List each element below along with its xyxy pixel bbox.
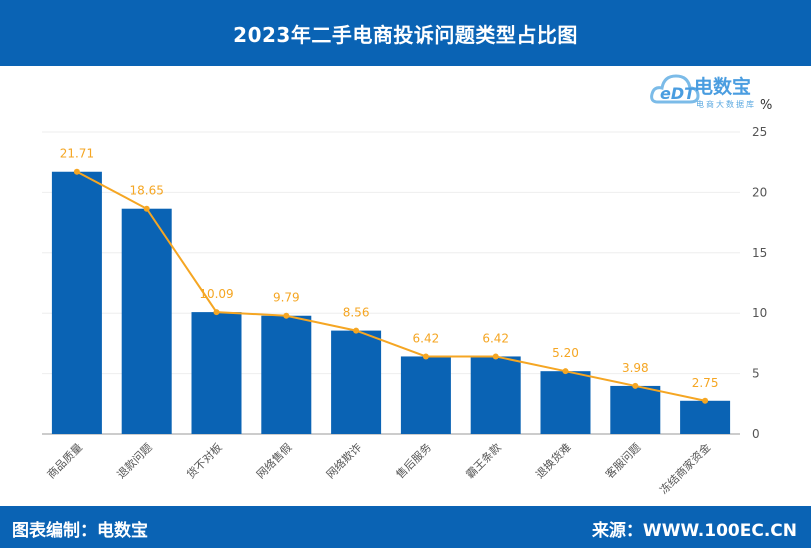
chart-title-bar: 2023年二手电商投诉问题类型占比图	[0, 0, 811, 66]
line-point	[492, 353, 499, 360]
y-tick-label: 20	[752, 185, 767, 199]
y-tick-label: 5	[752, 367, 760, 381]
line-point	[632, 382, 639, 389]
x-tick-label: 网络售假	[253, 440, 294, 481]
data-label: 2.75	[692, 376, 719, 390]
brand-logo: eDT 电数宝 电商大数据库	[650, 66, 810, 116]
data-label: 21.71	[60, 147, 94, 161]
footer-credit: 图表编制：电数宝	[12, 521, 148, 541]
data-label: 5.20	[552, 346, 579, 360]
bar	[400, 356, 451, 434]
bar	[331, 330, 382, 434]
data-label: 6.42	[413, 331, 440, 345]
chart-title: 2023年二手电商投诉问题类型占比图	[233, 22, 578, 47]
logo-subtitle: 电商大数据库	[696, 100, 756, 109]
x-tick-label: 霸王条款	[463, 440, 504, 481]
chart-canvas: 0 5 10 15 20 25 21.71 18.65 10.09 9.79 8.56 6.42 6.4…	[42, 125, 767, 497]
data-label: 9.79	[273, 291, 300, 305]
line-point	[353, 327, 360, 334]
line-point	[143, 205, 150, 212]
line-point	[702, 397, 709, 404]
bar	[680, 400, 731, 434]
line-point	[73, 168, 80, 175]
data-label: 8.56	[343, 306, 370, 320]
data-label: 10.09	[199, 287, 233, 301]
bar	[51, 171, 102, 434]
bar	[470, 356, 521, 434]
line-point	[283, 312, 290, 319]
data-label: 18.65	[130, 184, 164, 198]
y-axis-unit: %	[760, 98, 773, 113]
footer-source: 来源：WWW.100EC.CN	[591, 521, 797, 541]
data-label: 6.42	[482, 331, 509, 345]
bar	[121, 208, 172, 434]
logo-brand: 电数宝	[694, 76, 752, 98]
x-tick-label: 退换货难	[533, 440, 574, 481]
line-point	[422, 353, 429, 360]
x-tick-label: 售后服务	[393, 440, 434, 481]
y-tick-label: 25	[752, 125, 767, 139]
cloud-icon	[650, 74, 700, 104]
line-point	[213, 309, 220, 316]
x-tick-label: 网络欺诈	[323, 440, 364, 481]
x-tick-label: 商品质量	[44, 440, 85, 481]
bar	[610, 385, 661, 434]
x-tick-label: 冻结商家资金	[657, 440, 714, 497]
x-tick-label: 客服问题	[602, 440, 643, 481]
data-label: 3.98	[622, 361, 649, 375]
x-tick-label: 货不对板	[184, 440, 225, 481]
series-line	[76, 170, 706, 402]
y-tick-label: 10	[752, 306, 767, 320]
footer-bar: 图表编制：电数宝 来源：WWW.100EC.CN	[0, 506, 811, 548]
bar	[191, 312, 242, 434]
logo-abbr: eDT	[660, 84, 696, 103]
bar	[540, 371, 591, 434]
line-point	[562, 368, 569, 375]
y-tick-label: 15	[752, 246, 767, 260]
y-tick-label: 0	[752, 427, 760, 441]
x-tick-label: 退款问题	[114, 440, 155, 481]
bar	[261, 315, 312, 434]
